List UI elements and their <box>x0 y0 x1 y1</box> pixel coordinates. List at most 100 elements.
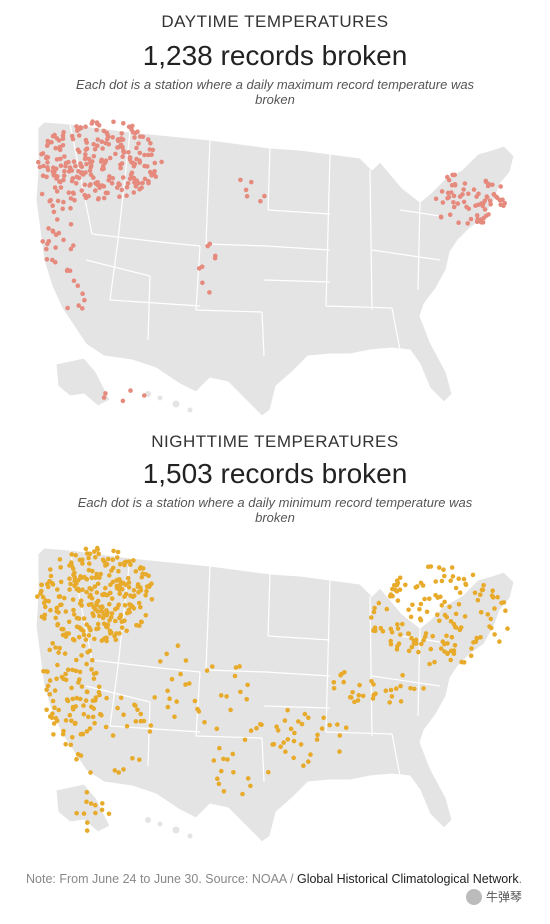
nighttime-subtitle: Each dot is a station where a daily mini… <box>77 495 473 525</box>
station-dot <box>99 807 105 813</box>
station-dot <box>137 160 143 165</box>
station-dot <box>118 165 123 171</box>
station-dot <box>371 609 377 615</box>
station-dot <box>444 633 449 639</box>
station-dot <box>321 715 327 721</box>
state-border <box>325 305 393 309</box>
station-dot <box>107 601 112 607</box>
station-dot <box>460 192 465 197</box>
station-dot <box>418 580 424 586</box>
station-dot <box>58 579 64 585</box>
state-border <box>261 737 265 783</box>
station-dot <box>76 133 82 138</box>
station-dot <box>408 614 414 620</box>
station-dot <box>102 636 107 641</box>
station-dot <box>470 572 476 578</box>
station-dot <box>83 195 89 201</box>
station-dot <box>65 305 70 311</box>
station-dot <box>56 230 62 236</box>
station-dot <box>58 602 63 608</box>
station-dot <box>232 673 238 679</box>
station-dot <box>115 145 120 150</box>
station-dot <box>63 671 68 677</box>
station-dot <box>456 576 462 581</box>
station-dot <box>127 157 133 162</box>
station-dot <box>389 694 395 699</box>
station-dot <box>55 217 60 222</box>
station-dot <box>95 137 101 142</box>
station-dot <box>74 586 80 592</box>
station-dot <box>466 206 472 212</box>
station-dot <box>487 198 493 204</box>
station-dot <box>489 593 495 598</box>
station-dot <box>383 688 389 693</box>
station-dot <box>298 742 304 747</box>
station-dot <box>126 607 132 613</box>
station-dot <box>395 598 401 603</box>
station-dot <box>82 297 87 303</box>
station-dot <box>55 198 61 204</box>
station-dot <box>122 618 127 623</box>
station-dot <box>36 159 41 165</box>
station-dot <box>384 606 390 612</box>
station-dot <box>47 579 52 584</box>
station-dot <box>70 176 75 181</box>
station-dot <box>122 603 128 608</box>
station-dot <box>110 175 116 181</box>
station-dot <box>224 694 229 699</box>
station-dot <box>131 558 136 563</box>
station-dot <box>207 241 213 247</box>
station-dot <box>130 756 135 761</box>
station-dot <box>51 209 57 215</box>
station-dot <box>275 728 281 733</box>
station-dot <box>70 707 76 712</box>
station-dot <box>53 245 58 250</box>
station-dot <box>74 810 79 816</box>
station-dot <box>489 625 494 631</box>
station-dot <box>51 732 56 737</box>
station-dot <box>44 246 49 252</box>
station-dot <box>471 640 476 645</box>
station-dot <box>73 181 79 186</box>
nighttime-headline: 1,503 records broken <box>142 458 408 489</box>
station-dot <box>63 677 69 683</box>
station-dot <box>245 682 250 688</box>
state-border <box>117 131 131 241</box>
station-dot <box>134 156 139 162</box>
station-dot <box>106 178 111 183</box>
station-dot <box>122 594 127 600</box>
station-dot <box>244 697 249 702</box>
station-dot <box>79 684 85 689</box>
station-dot <box>122 562 127 568</box>
station-dot <box>453 585 459 591</box>
watermark: 牛弹琴 <box>466 888 522 905</box>
source-link[interactable]: Global Historical Climatological Network <box>296 872 519 886</box>
station-dot <box>121 767 126 772</box>
station-dot <box>84 790 90 795</box>
station-dot <box>424 609 430 615</box>
station-dot <box>266 769 271 775</box>
station-dot <box>79 164 85 170</box>
station-dot <box>422 596 427 602</box>
station-dot <box>93 555 98 560</box>
station-dot <box>388 641 394 647</box>
station-dot <box>285 707 290 713</box>
station-dot <box>84 551 90 556</box>
station-dot <box>128 593 133 598</box>
station-dot <box>410 602 415 608</box>
station-dot <box>52 185 58 190</box>
station-dot <box>138 604 143 610</box>
station-dot <box>84 729 90 734</box>
station-dot <box>90 714 96 720</box>
station-dot <box>93 802 98 808</box>
station-dot <box>117 561 123 567</box>
station-dot <box>74 124 79 129</box>
hawaii-island <box>157 395 163 401</box>
station-dot <box>143 613 149 618</box>
station-dot <box>395 626 401 631</box>
station-dot <box>88 160 93 165</box>
state-border <box>159 667 201 673</box>
station-dot <box>169 676 175 682</box>
station-dot <box>125 575 131 581</box>
station-dot <box>442 573 447 579</box>
